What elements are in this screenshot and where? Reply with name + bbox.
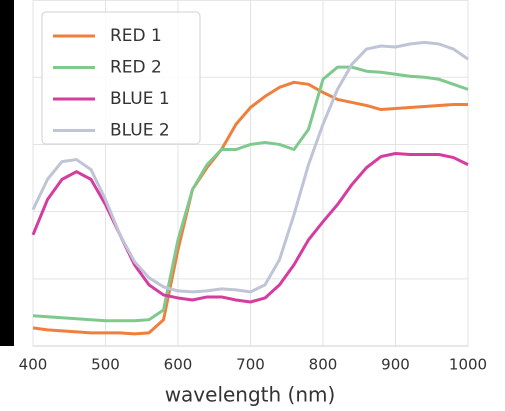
series-line [32,65,469,323]
legend-box [41,11,201,145]
legend-label: RED 2 [110,58,162,78]
legend: RED 1 RED 2 BLUE 1 BLUE 2 [41,11,201,145]
x-tick-label: 400 [19,356,48,374]
lines [31,40,469,336]
legend-label: BLUE 1 [110,89,170,109]
x-tick-label: 800 [309,356,338,374]
series-line [32,80,468,336]
series-line [31,152,469,304]
legend-label: BLUE 2 [110,121,170,141]
x-axis-label: wavelength (nm) [165,383,336,407]
series-line [31,40,469,294]
x-tick-label: 1000 [449,356,487,374]
x-tick-label: 900 [381,356,410,374]
x-tick-label: 700 [236,356,265,374]
x-tick-label: 600 [164,356,193,374]
x-tick-label: 500 [91,356,120,374]
side-bar [0,0,14,346]
legend-label: RED 1 [110,26,162,46]
